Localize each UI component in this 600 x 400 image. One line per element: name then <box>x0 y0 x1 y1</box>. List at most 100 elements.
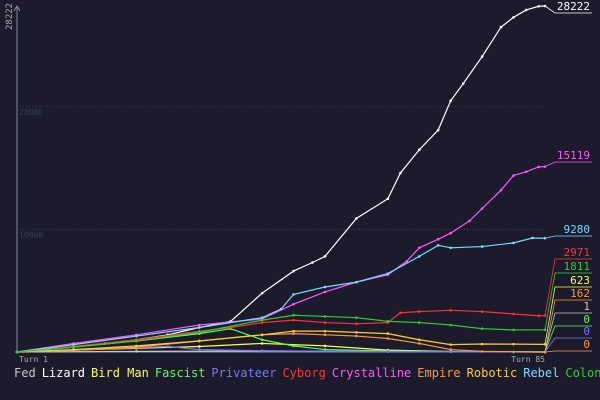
data-point-lizard-15 <box>417 148 421 152</box>
series-line-colonial <box>16 314 546 353</box>
data-point-colonial-11 <box>480 327 484 331</box>
data-point-lizard-17 <box>449 99 453 102</box>
legend-entry-colonial: Colonial <box>565 366 600 380</box>
legend-entry-fascist: Fascist <box>154 366 206 380</box>
legend-entry-fed: Fed <box>14 366 36 380</box>
data-point-rebel-13 <box>480 245 484 248</box>
data-point-rebel-12 <box>449 246 453 250</box>
end-label-leader-7 <box>544 312 592 353</box>
data-point-robotic-2 <box>135 344 138 348</box>
end-label-leader-5 <box>544 286 592 345</box>
y-max-label: 28222 <box>5 3 15 30</box>
data-point-colonial-5 <box>292 313 295 317</box>
data-point-rebel-9 <box>386 272 390 275</box>
data-point-fascist-6 <box>292 344 295 348</box>
data-point-robotic-8 <box>386 332 390 335</box>
data-point-robotic-5 <box>292 329 295 333</box>
legend-entry-lizard: Lizard <box>41 366 86 380</box>
data-point-lizard-10 <box>311 261 314 264</box>
series-line-cyborg <box>16 309 546 353</box>
data-point-cyborg-14 <box>512 312 515 316</box>
data-point-empire-6 <box>323 333 327 337</box>
data-point-lizard-13 <box>386 197 390 201</box>
data-point-cyborg-6 <box>292 318 295 322</box>
data-point-cyborg-8 <box>355 322 358 326</box>
data-point-crystalline-6 <box>323 290 327 294</box>
end-label-leader-10 <box>544 350 592 353</box>
data-point-crystalline-10 <box>417 246 421 250</box>
data-point-privateer-7 <box>386 350 390 353</box>
y-tick-label-20000: 20000 <box>19 108 43 117</box>
data-point-crystalline-15 <box>499 188 503 192</box>
data-point-cyborg-13 <box>480 310 484 313</box>
data-point-colonial-10 <box>449 323 453 327</box>
data-point-colonial-1 <box>72 345 75 349</box>
data-point-crystalline-16 <box>512 174 515 177</box>
series-line-lizard <box>16 5 546 353</box>
data-point-rebel-4 <box>260 316 264 319</box>
legend-entry-empire: Empire <box>417 366 461 380</box>
data-point-robotic-11 <box>480 342 484 346</box>
end-label-value-0: 28222 <box>557 0 590 13</box>
data-point-lizard-21 <box>512 16 515 19</box>
data-point-lizard-14 <box>399 171 402 175</box>
end-label-value-3: 2971 <box>564 246 591 259</box>
y-axis-arrow <box>13 5 21 12</box>
end-label-leader-0 <box>544 5 592 14</box>
end-label-value-2: 9280 <box>564 223 591 236</box>
data-point-empire-7 <box>355 334 358 338</box>
data-point-rebel-3 <box>197 326 201 329</box>
data-point-cyborg-5 <box>260 321 264 324</box>
data-point-crystalline-11 <box>436 237 440 241</box>
data-point-crystalline-5 <box>292 302 295 306</box>
data-point-rebel-11 <box>436 244 440 247</box>
end-label-leader-8 <box>544 325 592 353</box>
data-point-lizard-18 <box>461 82 465 85</box>
legend-entry-cyborg: Cyborg <box>282 366 326 380</box>
data-point-crystalline-14 <box>480 207 484 210</box>
end-label-value-10: 0 <box>583 338 590 351</box>
data-point-rebel-10 <box>417 255 421 258</box>
data-point-robotic-10 <box>449 343 453 346</box>
data-point-crystalline-12 <box>449 231 453 235</box>
x-end-label: Turn 85 <box>511 355 545 364</box>
data-point-robotic-12 <box>512 342 515 346</box>
data-point-colonial-3 <box>197 331 201 334</box>
legend-entry-privateer: Privateer <box>211 366 277 380</box>
data-point-rebel-8 <box>355 280 358 284</box>
data-point-colonial-2 <box>135 339 138 343</box>
series-line-rebel <box>16 237 546 353</box>
legend-entry-rebel: Rebel <box>523 366 560 380</box>
end-label-value-6: 162 <box>570 287 590 300</box>
data-point-lizard-12 <box>355 217 358 220</box>
data-point-robotic-9 <box>417 338 421 342</box>
end-label-value-4: 1811 <box>564 260 591 273</box>
data-point-lizard-16 <box>436 128 440 132</box>
data-point-bird-man-3 <box>197 345 201 348</box>
data-point-privateer-6 <box>323 349 327 353</box>
data-point-crystalline-3 <box>197 323 201 327</box>
data-point-rebel-2 <box>135 334 138 338</box>
data-point-privateer-8 <box>449 350 453 354</box>
data-point-robotic-4 <box>260 333 264 337</box>
end-label-value-9: 0 <box>583 325 590 338</box>
end-label-leader-4 <box>544 272 592 330</box>
data-point-colonial-4 <box>260 318 264 322</box>
data-point-cyborg-15 <box>537 314 541 318</box>
end-label-leader-9 <box>544 337 592 353</box>
data-point-cyborg-12 <box>449 309 453 312</box>
data-point-cyborg-10 <box>399 311 402 315</box>
data-point-rebel-6 <box>292 293 295 296</box>
data-point-cyborg-11 <box>417 310 421 313</box>
data-point-robotic-6 <box>323 329 327 333</box>
data-point-rebel-5 <box>279 307 283 311</box>
y-tick-label-10000: 10000 <box>19 230 43 239</box>
data-point-bird-man-4 <box>260 342 264 345</box>
data-point-colonial-0 <box>15 350 19 354</box>
data-point-cyborg-16 <box>543 314 547 317</box>
data-point-lizard-22 <box>524 8 528 12</box>
series-line-empire <box>16 333 546 353</box>
data-point-empire-8 <box>386 337 390 340</box>
data-point-colonial-8 <box>386 320 390 323</box>
data-point-lizard-20 <box>499 25 503 29</box>
